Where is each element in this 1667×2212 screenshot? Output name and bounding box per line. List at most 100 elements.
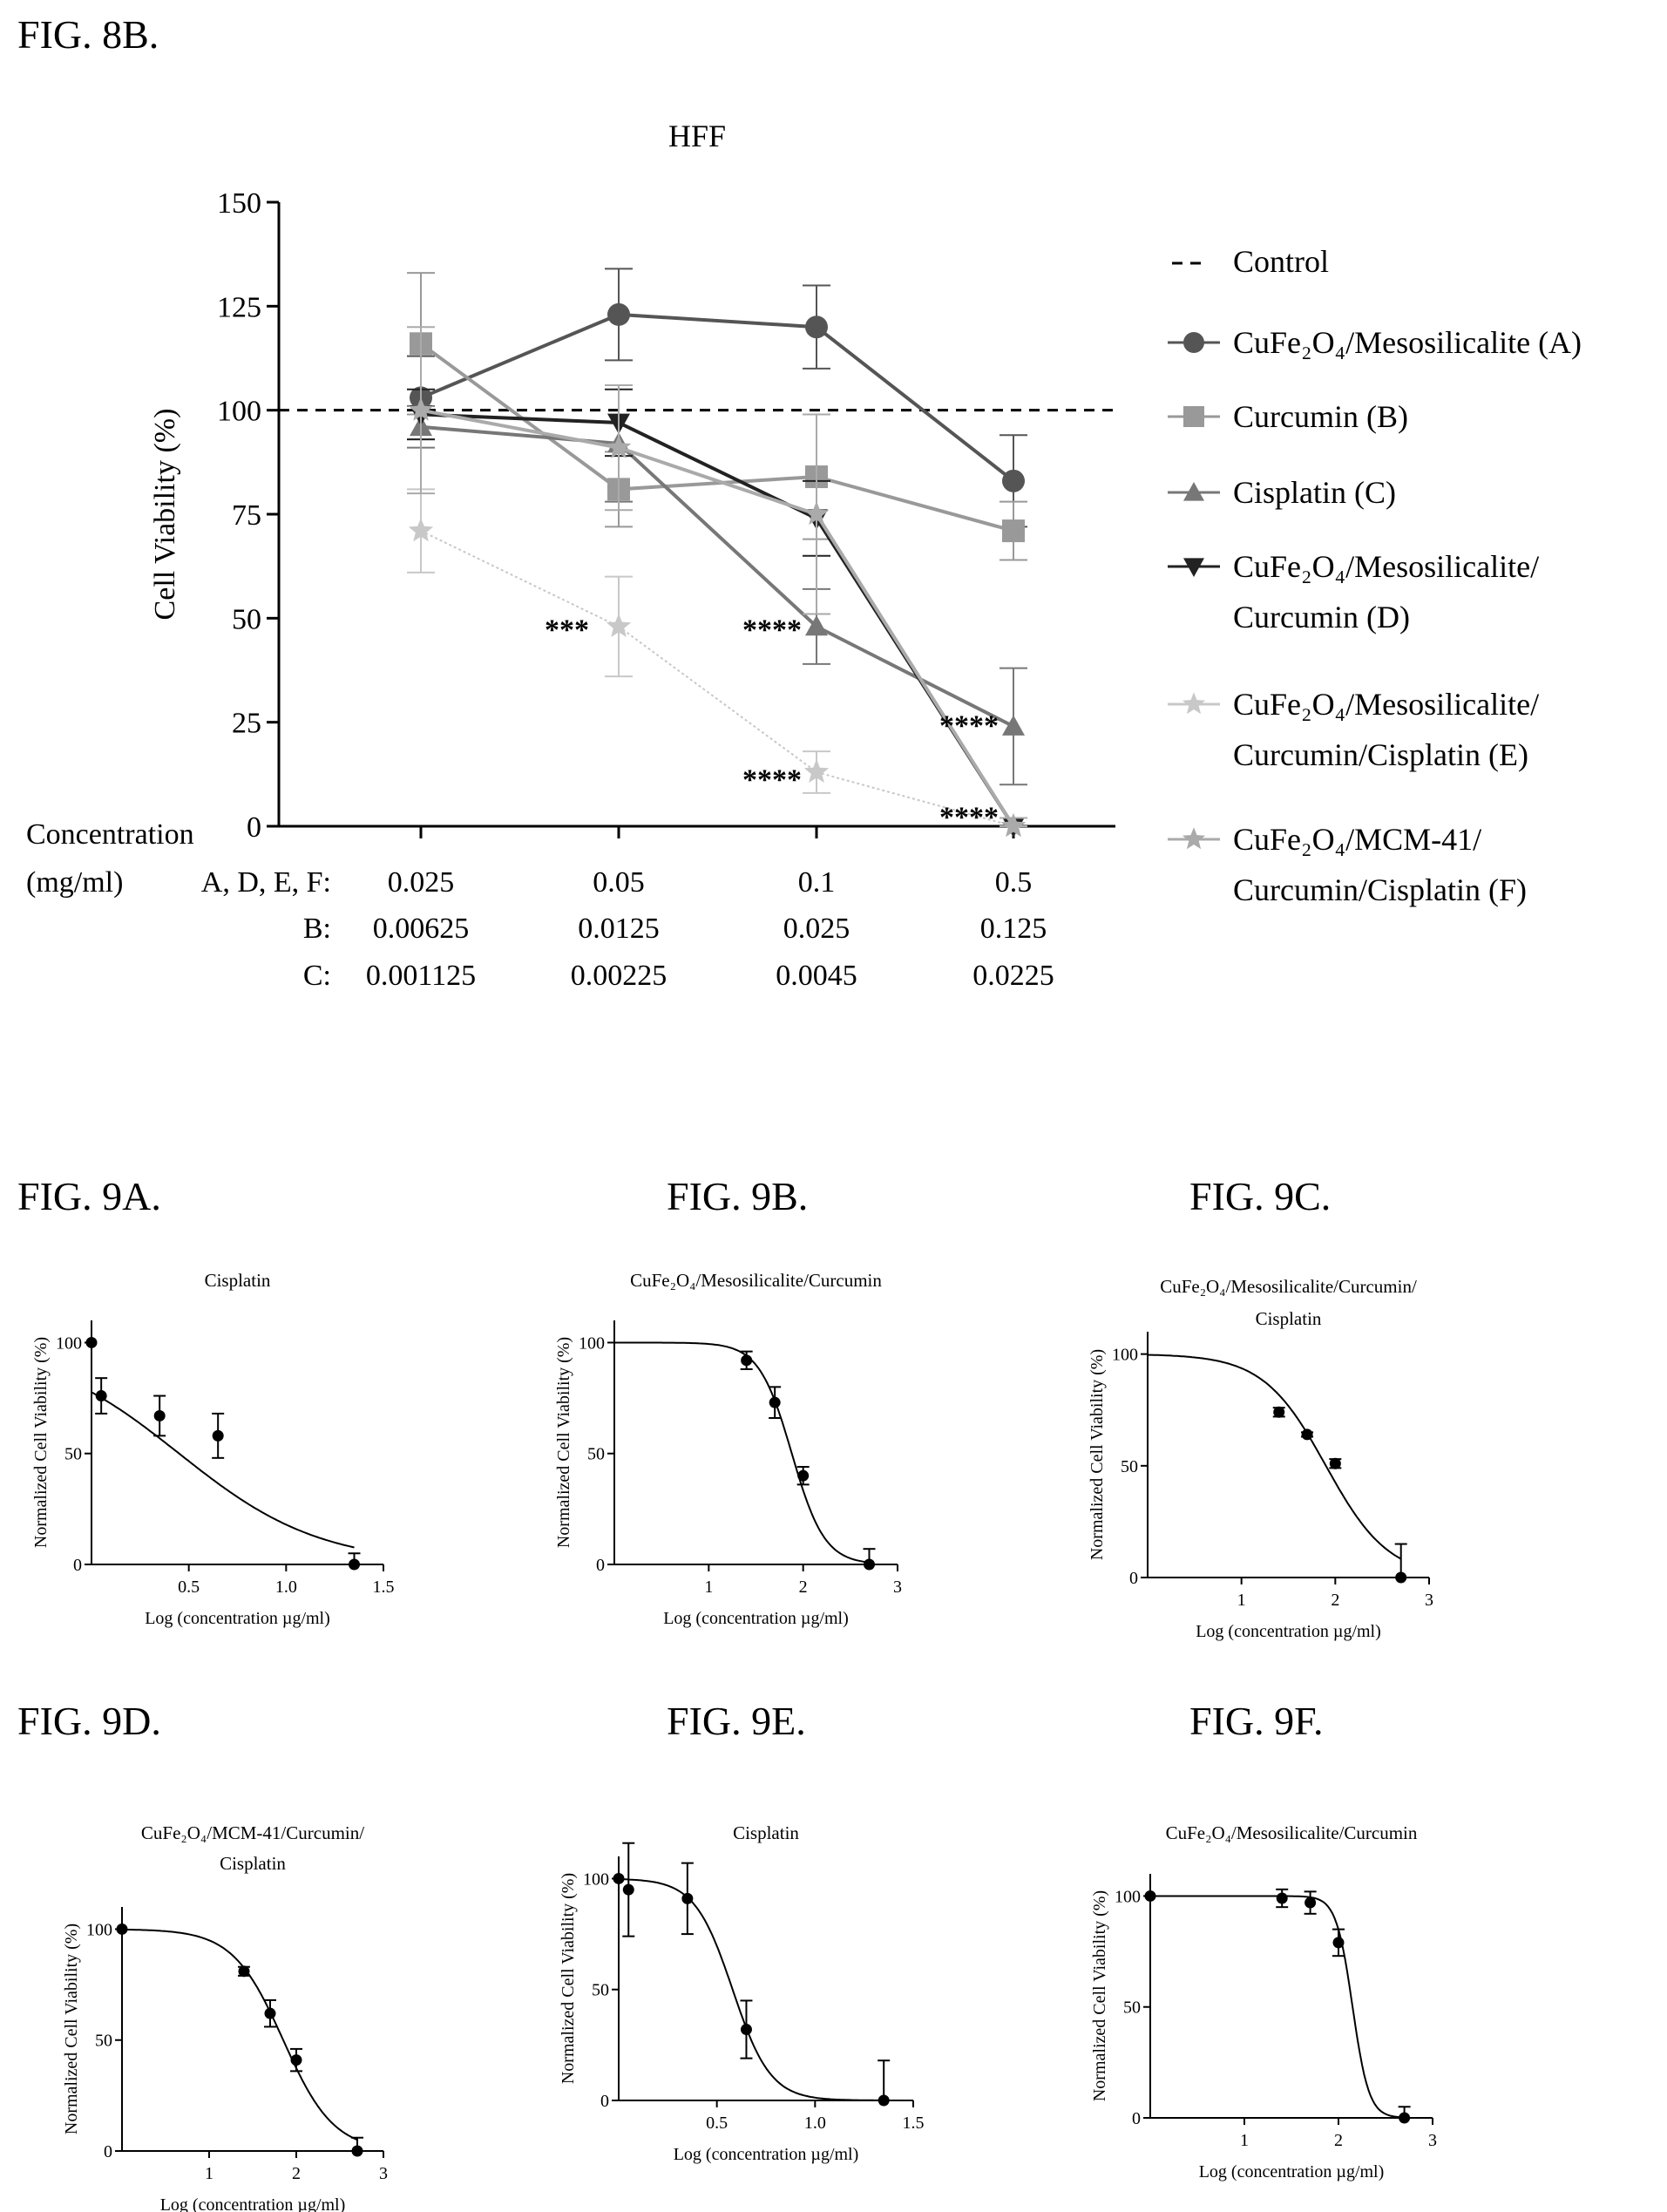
figure-label: FIG. 9A. xyxy=(17,1174,161,1218)
figure-label: FIG. 9B. xyxy=(667,1174,808,1218)
y-tick-label: 100 xyxy=(56,1333,82,1353)
y-tick-label: 50 xyxy=(64,1445,82,1464)
data-point xyxy=(1332,1937,1345,1949)
series-E-point xyxy=(408,518,434,542)
data-point xyxy=(95,1390,107,1402)
y-axis-label: Cell Viability (%) xyxy=(149,409,181,621)
x-tick-label: 1.0 xyxy=(804,2114,826,2133)
data-point xyxy=(864,1558,875,1571)
fit-curve xyxy=(618,1878,884,2101)
x-tick-label: 1 xyxy=(1240,2131,1249,2150)
series-C-point xyxy=(805,614,828,636)
y-tick-label: 0 xyxy=(73,1556,82,1575)
legend-F-label: CuFe₂O₄/MCM-41/ xyxy=(1233,822,1481,857)
significance-annotation: **** xyxy=(742,763,802,796)
fit-curve xyxy=(91,1391,355,1549)
data-point xyxy=(1304,1896,1317,1909)
series-A-point xyxy=(1002,469,1025,492)
significance-annotation: *** xyxy=(545,614,589,647)
x-axis-label: Log (concentration µg/ml) xyxy=(1199,2162,1385,2181)
chart-9c: FIG. 9C. CuFe₂O₄/Mesosilicalite/Curcumin/… xyxy=(1088,1174,1433,1641)
x-axis-label: Log (concentration µg/ml) xyxy=(674,2145,859,2164)
y-tick-label: 125 xyxy=(217,291,261,323)
legend-C-label: Cisplatin (C) xyxy=(1233,475,1396,510)
y-axis-label: Normalized Cell Viability (%) xyxy=(1088,1349,1107,1560)
concentration-value: 0.05 xyxy=(593,866,645,899)
data-point xyxy=(238,1965,250,1978)
data-point xyxy=(878,2094,890,2107)
data-point xyxy=(613,1872,625,1884)
series-A-point xyxy=(607,302,630,326)
data-point xyxy=(153,1409,166,1422)
legend-E-label: Curcumin/Cisplatin (E) xyxy=(1233,737,1528,772)
y-tick-label: 75 xyxy=(232,499,261,532)
concentration-unit-label: (mg/ml) xyxy=(26,866,123,899)
fit-curve xyxy=(614,1341,870,1564)
data-point xyxy=(622,1883,634,1896)
legend-B-marker xyxy=(1183,406,1204,427)
chart-9e: FIG. 9E. Cisplatin 100 50 0 0.5 1.0 1.5 Log (con… xyxy=(559,1699,925,2164)
data-point xyxy=(740,2024,752,2036)
data-point xyxy=(741,1354,753,1367)
chart-title: HFF xyxy=(668,119,726,153)
x-tick-label: 2 xyxy=(292,2164,301,2183)
y-tick-label: 50 xyxy=(95,2032,112,2051)
series-C-line xyxy=(420,424,1014,729)
data-point xyxy=(1395,1571,1407,1584)
x-tick-label: 2 xyxy=(1331,1591,1339,1610)
chart-title: CuFe₂O₄/Mesosilicalite/Curcumin xyxy=(1166,1822,1418,1843)
chart-title: CuFe₂O₄/Mesosilicalite/Curcumin/ xyxy=(1160,1276,1417,1297)
concentration-value: 0.025 xyxy=(388,866,455,899)
legend-E-marker xyxy=(1182,692,1206,715)
chart-9d: FIG. 9D. CuFe₂O₄/MCM-41/Curcumin/Cisplati… xyxy=(17,1699,388,2212)
x-tick-label: 3 xyxy=(379,2164,388,2183)
legend-E-label: CuFe₂O₄/Mesosilicalite/ xyxy=(1233,687,1539,722)
concentration-value: 0.025 xyxy=(783,913,850,945)
x-tick-label: 3 xyxy=(1428,2131,1437,2150)
figure-label: FIG. 8B. xyxy=(17,12,159,57)
y-tick-label: 50 xyxy=(1121,1457,1138,1476)
x-tick-label: 1.5 xyxy=(373,1578,395,1597)
fig-8b-chart: FIG. 8B. HFF 150 125 100 75 50 25 0 Cell Viabilit… xyxy=(17,12,1582,992)
concentration-value: 0.001125 xyxy=(366,960,476,992)
y-tick-label: 100 xyxy=(583,1869,609,1889)
series-A xyxy=(407,268,1027,528)
concentration-value: 0.0045 xyxy=(776,960,857,992)
series-F-point xyxy=(408,397,434,421)
y-tick-label: 0 xyxy=(596,1556,605,1575)
significance-annotation: **** xyxy=(939,801,999,833)
x-tick-label: 1 xyxy=(704,1578,713,1597)
series-D xyxy=(407,388,1027,838)
data-point xyxy=(797,1469,810,1482)
data-point xyxy=(290,2054,302,2066)
fit-curve xyxy=(1150,1895,1405,2119)
x-tick-label: 3 xyxy=(1425,1591,1433,1610)
legend-D-label: CuFe₂O₄/Mesosilicalite/ xyxy=(1233,549,1539,584)
significance-annotation: **** xyxy=(742,614,802,647)
data-point xyxy=(1273,1406,1285,1418)
chart-9b: FIG. 9B. CuFe₂O₄/Mesosilicalite/Curcumin 1… xyxy=(554,1174,902,1628)
y-axis-label: Normalized Cell Viability (%) xyxy=(1090,1890,1109,2101)
data-point xyxy=(769,1396,781,1408)
series-F xyxy=(407,326,1027,838)
series-E-line xyxy=(420,530,1014,827)
x-tick-label: 0.5 xyxy=(178,1578,200,1597)
concentration-value: 0.0225 xyxy=(972,960,1054,992)
y-tick-label: 150 xyxy=(217,187,261,220)
x-tick-label: 1 xyxy=(205,2164,213,2183)
figure-label: FIG. 9D. xyxy=(17,1699,161,1743)
series-F-point xyxy=(606,434,632,458)
chart-9a: FIG. 9A. Cisplatin 100 50 0 0.5 1.0 1.5 Log (con… xyxy=(17,1174,395,1628)
data-point xyxy=(681,1892,694,1904)
y-tick-label: 50 xyxy=(592,1981,609,2000)
data-point xyxy=(1301,1428,1313,1441)
y-tick-label: 0 xyxy=(1129,1569,1138,1588)
figure-label: FIG. 9F. xyxy=(1189,1699,1324,1743)
y-tick-label: 100 xyxy=(217,396,261,428)
series-D-line xyxy=(420,412,1015,828)
x-tick-label: 2 xyxy=(1334,2131,1343,2150)
x-axis-label: Log (concentration µg/ml) xyxy=(145,1609,330,1628)
legend-control-label: Control xyxy=(1233,244,1329,279)
